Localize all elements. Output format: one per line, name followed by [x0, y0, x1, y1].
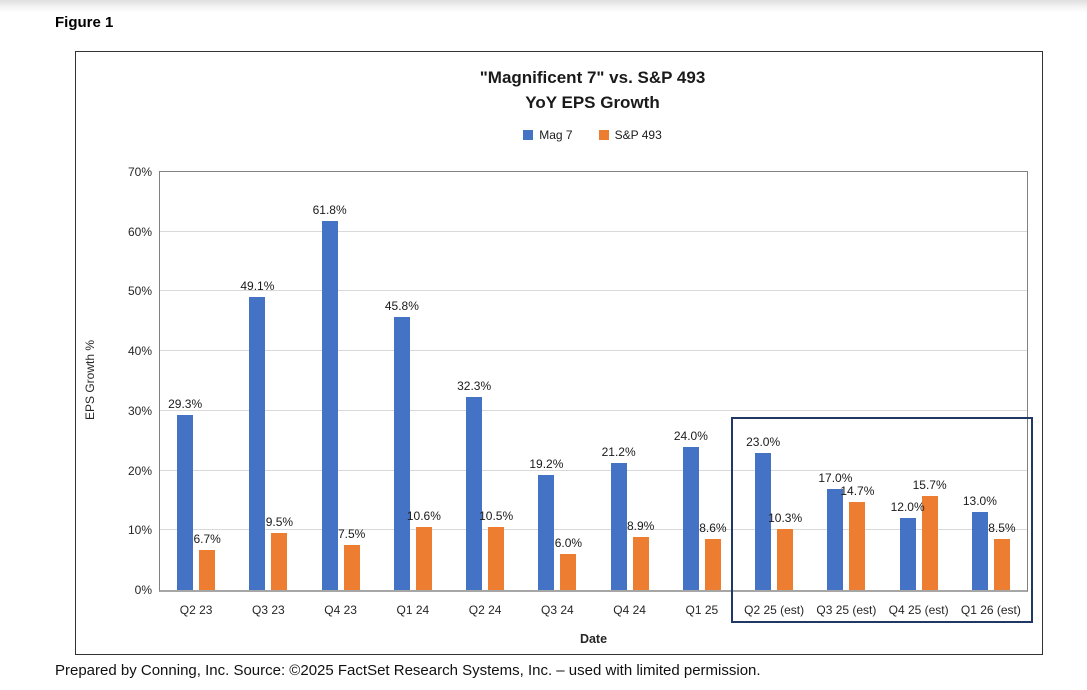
y-axis-tick-40: 40% — [127, 344, 152, 359]
bar-s-p-493-q3-23 — [271, 533, 288, 590]
bar-s-p-493-q2-25-est — [777, 528, 794, 590]
legend-label-mag-7: Mag 7 — [539, 128, 573, 142]
data-label-mag-7-q2-25-est: 23.0% — [746, 434, 781, 449]
bar-s-p-493-q4-23 — [343, 545, 360, 590]
bar-mag-7-q3-25-est — [827, 488, 844, 590]
data-label-s-p-493-q1-24: 10.6% — [406, 508, 441, 523]
data-label-mag-7-q4-25-est: 12.0% — [890, 500, 925, 515]
data-label-mag-7-q3-25-est: 17.0% — [818, 470, 853, 485]
legend-item-mag-7: Mag 7 — [523, 128, 573, 142]
data-label-mag-7-q2-23: 29.3% — [168, 397, 203, 412]
page-top-fade — [0, 0, 1087, 13]
x-axis-tick-q4-24: Q4 24 — [613, 603, 646, 617]
data-label-s-p-493-q1-25: 8.6% — [699, 520, 727, 535]
gridline-10 — [160, 529, 1027, 531]
bar-s-p-493-q2-23 — [199, 550, 216, 590]
data-label-mag-7-q3-23: 49.1% — [240, 278, 275, 293]
bar-s-p-493-q2-24 — [488, 527, 505, 590]
x-axis-tick-q2-25-est: Q2 25 (est) — [744, 603, 805, 617]
chart-frame: "Magnificent 7" vs. S&P 493 YoY EPS Grow… — [75, 51, 1043, 655]
gridline-40 — [160, 350, 1027, 352]
bar-mag-7-q1-24 — [393, 316, 410, 590]
y-axis-tick-30: 30% — [127, 403, 152, 418]
bar-s-p-493-q3-25-est — [849, 502, 866, 590]
gridline-30 — [160, 409, 1027, 411]
x-axis-tick-q1-24: Q1 24 — [396, 603, 430, 617]
data-label-s-p-493-q1-26-est: 8.5% — [988, 521, 1016, 536]
data-label-mag-7-q1-26-est: 13.0% — [962, 494, 997, 509]
bar-mag-7-q4-23 — [321, 220, 338, 590]
data-label-mag-7-q2-24: 32.3% — [457, 379, 492, 394]
bar-mag-7-q4-25-est — [899, 518, 916, 590]
legend-swatch-sp-493-icon — [598, 130, 609, 140]
bar-mag-7-q4-24 — [610, 463, 627, 590]
legend: Mag 7 S&P 493 — [159, 128, 1026, 142]
legend-item-sp-493: S&P 493 — [598, 128, 662, 142]
chart-title: "Magnificent 7" vs. S&P 493 — [479, 68, 706, 87]
data-label-mag-7-q4-24: 21.2% — [601, 445, 636, 460]
legend-swatch-mag-7-icon — [523, 130, 534, 140]
data-label-s-p-493-q2-24: 10.5% — [479, 509, 514, 524]
y-axis-tick-50: 50% — [127, 284, 152, 299]
caption: Prepared by Conning, Inc. Source: ©2025 … — [55, 662, 761, 679]
y-axis-tick-20: 20% — [127, 463, 152, 478]
x-axis-tick-q4-23: Q4 23 — [324, 603, 357, 617]
data-label-mag-7-q3-24: 19.2% — [529, 457, 564, 472]
bar-s-p-493-q4-25-est — [921, 496, 938, 590]
bar-mag-7-q2-24 — [466, 397, 483, 590]
bar-mag-7-q3-23 — [249, 296, 266, 590]
x-axis-tick-q3-24: Q3 24 — [541, 603, 574, 617]
y-axis-tick-60: 60% — [127, 224, 152, 239]
plot-area: Date 0% 10% 20% 30% 40% 50% 60% 70% Q2 23 29.3% 6.… — [128, 165, 1033, 646]
data-label-mag-7-q4-23: 61.8% — [312, 202, 347, 217]
gridline-60 — [160, 230, 1027, 232]
y-axis-tick-10: 10% — [127, 523, 152, 538]
chart-subtitle: YoY EPS Growth — [525, 93, 660, 112]
data-label-s-p-493-q4-25-est: 15.7% — [912, 478, 947, 493]
bar-mag-7-q3-24 — [538, 475, 555, 590]
x-axis-tick-q3-23: Q3 23 — [252, 603, 285, 617]
data-label-s-p-493-q2-23: 6.7% — [193, 532, 221, 546]
gridline-50 — [160, 290, 1027, 292]
bar-mag-7-q1-26-est — [971, 512, 988, 590]
data-label-s-p-493-q3-24: 6.0% — [554, 536, 583, 551]
bar-mag-7-q1-25 — [682, 446, 699, 590]
data-label-s-p-493-q4-23: 7.5% — [337, 527, 366, 542]
figure-label: Figure 1 — [55, 14, 114, 31]
data-label-s-p-493-q3-25-est: 14.7% — [840, 484, 875, 499]
bar-mag-7-q2-23 — [177, 415, 194, 590]
data-label-mag-7-q1-24: 45.8% — [384, 298, 419, 313]
bar-s-p-493-q1-25 — [704, 538, 721, 590]
data-label-s-p-493-q2-25-est: 10.3% — [768, 510, 803, 525]
data-label-mag-7-q1-25: 24.0% — [673, 428, 708, 443]
x-axis-tick-q3-25-est: Q3 25 (est) — [816, 603, 877, 617]
x-axis-tick-q2-23: Q2 23 — [179, 603, 213, 617]
bar-s-p-493-q1-24 — [415, 526, 432, 590]
data-label-s-p-493-q3-23: 9.5% — [265, 515, 294, 530]
legend-label-sp-493: S&P 493 — [614, 128, 662, 142]
bar-s-p-493-q1-26-est — [993, 539, 1010, 590]
y-axis-title: EPS Growth % — [83, 339, 97, 421]
data-label-s-p-493-q4-24: 8.9% — [626, 518, 655, 533]
x-axis-tick-q1-26-est: Q1 26 (est) — [960, 603, 1021, 617]
x-axis-title: Date — [579, 632, 608, 646]
y-axis-tick-70: 70% — [127, 165, 152, 179]
bar-s-p-493-q4-24 — [632, 536, 649, 590]
y-axis-tick-0: 0% — [134, 583, 152, 597]
estimate-box — [731, 417, 1033, 623]
x-axis-tick-q4-25-est: Q4 25 (est) — [888, 603, 949, 617]
x-axis-tick-q2-24: Q2 24 — [468, 603, 502, 617]
gridline-20 — [160, 469, 1027, 471]
x-axis-tick-q1-25: Q1 25 — [685, 603, 719, 617]
bar-mag-7-q2-25-est — [755, 452, 772, 590]
chart-title-block: "Magnificent 7" vs. S&P 493 YoY EPS Grow… — [159, 65, 1026, 115]
bar-s-p-493-q3-24 — [560, 554, 577, 590]
